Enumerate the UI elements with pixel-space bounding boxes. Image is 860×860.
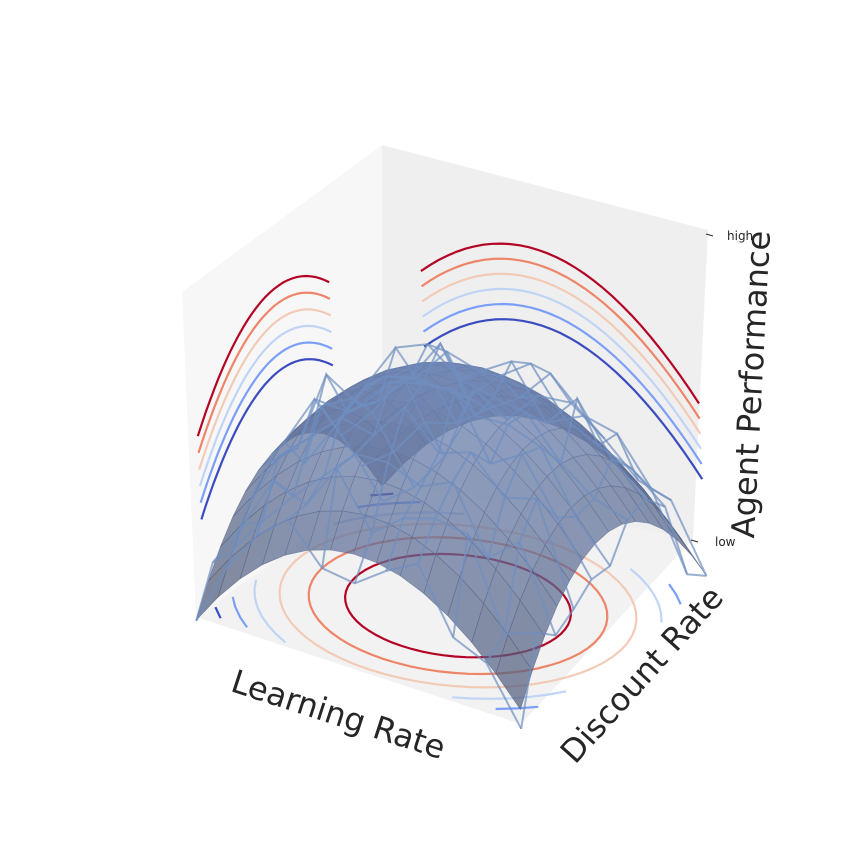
z-tick-low-mark	[690, 539, 699, 543]
right-wall-contour	[422, 302, 703, 465]
surface-facet	[495, 634, 533, 711]
z-tick-low: low	[715, 535, 736, 549]
wire-line	[283, 341, 611, 567]
left-wall-contour	[199, 341, 333, 504]
wire-line	[385, 360, 572, 572]
left-wall-contour	[198, 324, 332, 487]
right-wall-contour	[420, 242, 700, 405]
left-wall-contour	[197, 291, 331, 454]
right-wall-contour	[420, 257, 701, 420]
wire-line	[361, 371, 689, 575]
right-wall-contour	[423, 318, 704, 480]
right-wall-contour	[422, 287, 702, 450]
left-wall-contour	[198, 308, 332, 470]
wire-line	[520, 497, 707, 729]
floor-contour	[278, 522, 638, 689]
z-tick-high: high	[727, 229, 753, 243]
wire-line	[382, 387, 708, 577]
z-axis-label: Agent Performance	[724, 230, 778, 539]
z-tick-high-mark	[705, 233, 714, 237]
wire-line	[340, 362, 666, 508]
right-wall-contour	[421, 272, 702, 435]
z-axis: high low	[690, 229, 753, 549]
wire-line	[452, 395, 640, 638]
wireframe	[195, 341, 708, 730]
wire-line	[303, 343, 628, 521]
floor-contour	[307, 536, 609, 676]
left-wall-contour	[196, 274, 330, 437]
wire-line	[485, 457, 672, 664]
left-wall-contour	[200, 358, 334, 520]
